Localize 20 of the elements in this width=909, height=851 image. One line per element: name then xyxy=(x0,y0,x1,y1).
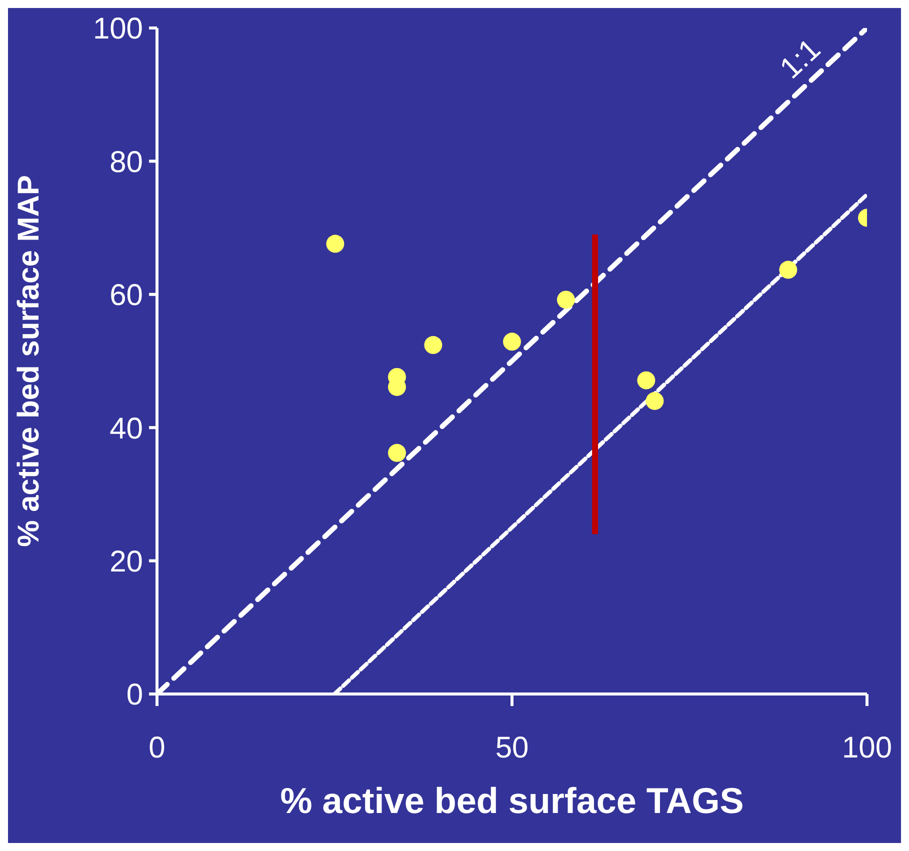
y-tick-label: 0 xyxy=(126,678,143,712)
point xyxy=(424,336,442,354)
point xyxy=(503,332,521,351)
x-tick-label: 0 xyxy=(148,731,166,764)
y-tick-label: 100 xyxy=(92,12,143,46)
text: 1:1 xyxy=(774,32,828,86)
point xyxy=(326,234,344,253)
y-tick-label: 20 xyxy=(110,545,143,578)
point xyxy=(388,444,406,462)
y-tick-label: 40 xyxy=(110,412,143,446)
x-tick-label: 50 xyxy=(495,731,529,764)
point xyxy=(779,260,798,279)
point xyxy=(637,371,656,390)
y-axis-title: % active bed surface MAP xyxy=(12,175,46,547)
x-axis-title: % active bed surface TAGS xyxy=(280,780,744,821)
y-tick-label: 60 xyxy=(110,279,143,312)
point xyxy=(556,290,575,309)
x-tick-label: 100 xyxy=(842,731,892,764)
point xyxy=(646,392,664,410)
y-tick-label: 80 xyxy=(110,146,143,179)
